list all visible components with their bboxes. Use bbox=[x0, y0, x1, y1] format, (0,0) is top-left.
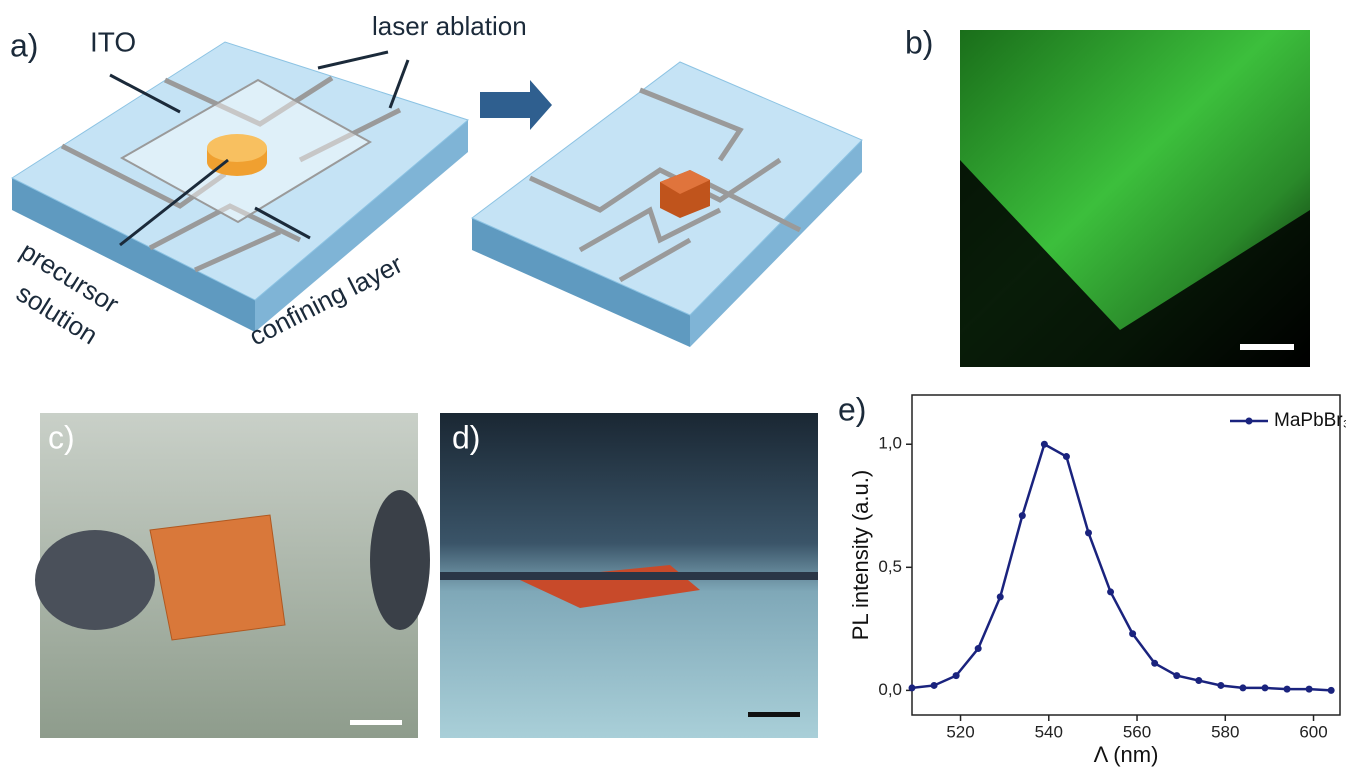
photo-detail bbox=[440, 572, 818, 580]
data-point bbox=[997, 593, 1004, 600]
data-point bbox=[1306, 686, 1313, 693]
y-tick-label: 1,0 bbox=[878, 434, 902, 453]
annotation: laser ablation bbox=[372, 11, 527, 41]
data-point bbox=[1284, 686, 1291, 693]
arrow bbox=[480, 80, 552, 130]
y-tick-label: 0,5 bbox=[878, 557, 902, 576]
data-point bbox=[1195, 677, 1202, 684]
legend-swatch bbox=[1246, 418, 1253, 425]
data-point bbox=[953, 672, 960, 679]
data-point bbox=[1085, 529, 1092, 536]
data-point bbox=[1239, 684, 1246, 691]
y-axis-label: PL intensity (a.u.) bbox=[848, 470, 873, 640]
panel-label: b) bbox=[905, 24, 933, 60]
data-point bbox=[1107, 588, 1114, 595]
photo-detail bbox=[370, 490, 430, 630]
data-point bbox=[975, 645, 982, 652]
data-point bbox=[1129, 630, 1136, 637]
plot-frame bbox=[912, 395, 1340, 715]
x-axis-label: Λ (nm) bbox=[1094, 742, 1159, 767]
panel-label: c) bbox=[48, 419, 75, 455]
data-point bbox=[931, 682, 938, 689]
data-point bbox=[1261, 684, 1268, 691]
annotation: ITO bbox=[90, 26, 136, 57]
scale-bar bbox=[350, 720, 402, 725]
panel-label: e) bbox=[838, 391, 866, 427]
x-tick-label: 560 bbox=[1123, 722, 1151, 741]
legend-label: MaPbBr₃ crystal bbox=[1274, 410, 1346, 431]
data-point bbox=[1217, 682, 1224, 689]
photo-detail bbox=[35, 530, 155, 630]
data-point bbox=[909, 684, 916, 691]
x-tick-label: 540 bbox=[1035, 722, 1063, 741]
scale-bar bbox=[1240, 344, 1294, 350]
data-point bbox=[1041, 441, 1048, 448]
x-tick-label: 520 bbox=[946, 722, 974, 741]
crystal bbox=[150, 515, 285, 640]
y-tick-label: 0,0 bbox=[878, 680, 902, 699]
data-point bbox=[1063, 453, 1070, 460]
data-point bbox=[1151, 660, 1158, 667]
figure: a) ITO laser ablation precursor solution… bbox=[0, 0, 1346, 769]
series-line bbox=[912, 444, 1331, 690]
data-point bbox=[1019, 512, 1026, 519]
data-point bbox=[1173, 672, 1180, 679]
data-point bbox=[1328, 687, 1335, 694]
x-tick-label: 580 bbox=[1211, 722, 1239, 741]
scale-bar bbox=[748, 712, 800, 717]
x-tick-label: 600 bbox=[1299, 722, 1327, 741]
panel-label: d) bbox=[452, 419, 480, 455]
panel-label: a) bbox=[10, 27, 38, 63]
